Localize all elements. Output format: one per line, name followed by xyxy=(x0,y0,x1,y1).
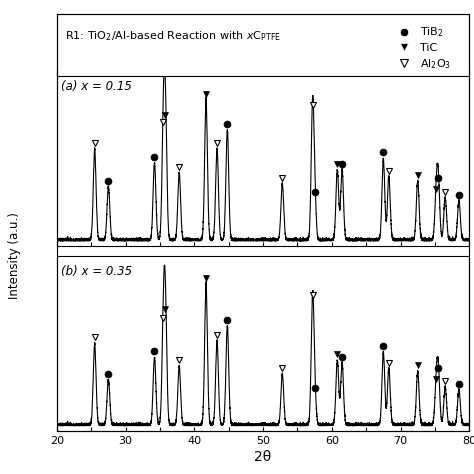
X-axis label: 2θ: 2θ xyxy=(255,450,272,465)
Text: (a) x = 0.15: (a) x = 0.15 xyxy=(61,80,132,93)
Text: Intensity (a.u.): Intensity (a.u.) xyxy=(8,212,21,300)
Text: (b) x = 0.35: (b) x = 0.35 xyxy=(61,264,132,278)
Text: R1: TiO$_2$/Al-based Reaction with $x$C$_\mathrm{PTFE}$: R1: TiO$_2$/Al-based Reaction with $x$C$… xyxy=(65,30,281,44)
Legend: TiB$_2$, TiC, Al$_2$O$_3$: TiB$_2$, TiC, Al$_2$O$_3$ xyxy=(389,21,456,75)
